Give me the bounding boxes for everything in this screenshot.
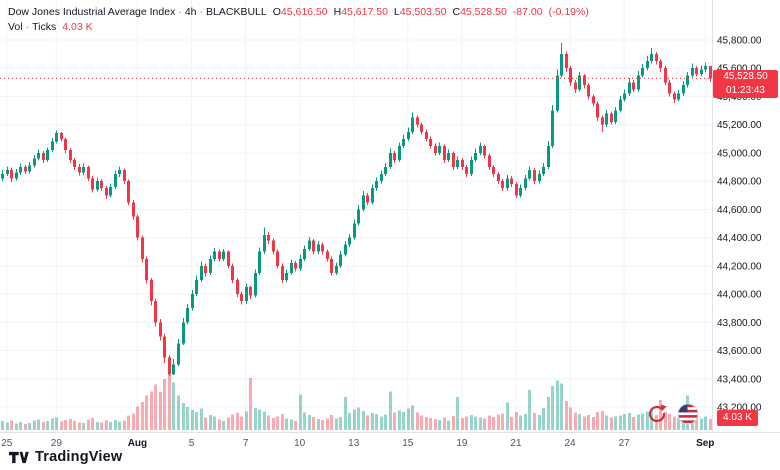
change-value: -87.00	[512, 6, 543, 18]
svg-text:10: 10	[294, 438, 306, 449]
volume-axis-badge: 4.03 K	[717, 410, 758, 426]
svg-text:Aug: Aug	[128, 438, 147, 449]
volume-indicator-label[interactable]: Vol	[8, 21, 23, 33]
exchange-label: BLACKBULL	[206, 6, 267, 18]
bar-close-countdown: 01:23:43	[726, 85, 765, 97]
volume-bars	[1, 375, 712, 430]
separator-dot: ·	[178, 6, 182, 18]
svg-text:Sep: Sep	[696, 438, 714, 449]
volume-last-value: 4.03 K	[62, 21, 93, 33]
last-price-value: 45,528.50	[723, 71, 768, 83]
change-percent: (-0.19%)	[548, 6, 589, 18]
svg-text:45,200.00: 45,200.00	[717, 120, 762, 131]
svg-text:29: 29	[51, 438, 63, 449]
svg-text:43,800.00: 43,800.00	[717, 318, 762, 329]
svg-text:43,400.00: 43,400.00	[717, 374, 762, 385]
time-axis-labels: 25 29 Aug 5 7 10 13 15 19 21 24 27 Sep	[1, 438, 714, 449]
svg-text:19: 19	[456, 438, 468, 449]
svg-text:44,000.00: 44,000.00	[717, 290, 762, 301]
svg-text:44,600.00: 44,600.00	[717, 205, 762, 216]
svg-text:15: 15	[402, 438, 414, 449]
svg-text:45,800.00: 45,800.00	[717, 36, 762, 47]
svg-text:21: 21	[510, 438, 522, 449]
low-value: L45,503.50	[393, 6, 447, 18]
svg-text:43,200.00: 43,200.00	[717, 403, 762, 414]
svg-text:43,600.00: 43,600.00	[717, 346, 762, 357]
svg-text:7: 7	[243, 438, 249, 449]
interval-label[interactable]: 4h	[184, 6, 197, 18]
svg-text:44,800.00: 44,800.00	[717, 177, 762, 188]
svg-text:13: 13	[348, 438, 360, 449]
tradingview-brand-text: TradingView	[35, 449, 123, 465]
svg-text:25: 25	[1, 438, 13, 449]
refresh-icon[interactable]	[646, 403, 668, 425]
symbol-name[interactable]: Dow Jones Industrial Average Index	[8, 6, 176, 18]
us-flag-icon[interactable]	[677, 403, 699, 425]
legend-symbol-row: Dow Jones Industrial Average Index · 4h · BL…	[8, 5, 589, 20]
svg-text:27: 27	[619, 438, 631, 449]
chart-legend: Dow Jones Industrial Average Index · 4h · BL…	[8, 5, 589, 35]
svg-text:44,400.00: 44,400.00	[717, 233, 762, 244]
svg-text:5: 5	[189, 438, 195, 449]
last-price-badge: 45,528.50 01:23:43	[713, 70, 778, 99]
high-value: H45,617.50	[333, 6, 388, 18]
separator-dot: ·	[25, 21, 30, 33]
svg-text:45,600.00: 45,600.00	[717, 64, 762, 75]
tradingview-attribution[interactable]: TradingView	[9, 449, 122, 465]
volume-source-label: Ticks	[32, 21, 57, 33]
close-value: C45,528.50	[452, 6, 507, 18]
tradingview-logo-icon	[9, 451, 29, 463]
candles	[1, 42, 712, 376]
gridlines	[0, 0, 712, 432]
separator-dot: ·	[199, 6, 204, 18]
svg-text:45,000.00: 45,000.00	[717, 148, 762, 159]
open-value: O45,616.50	[272, 6, 328, 18]
svg-text:44,200.00: 44,200.00	[717, 261, 762, 272]
legend-volume-row: Vol · Ticks 4.03 K	[8, 20, 589, 35]
svg-text:24: 24	[564, 438, 576, 449]
